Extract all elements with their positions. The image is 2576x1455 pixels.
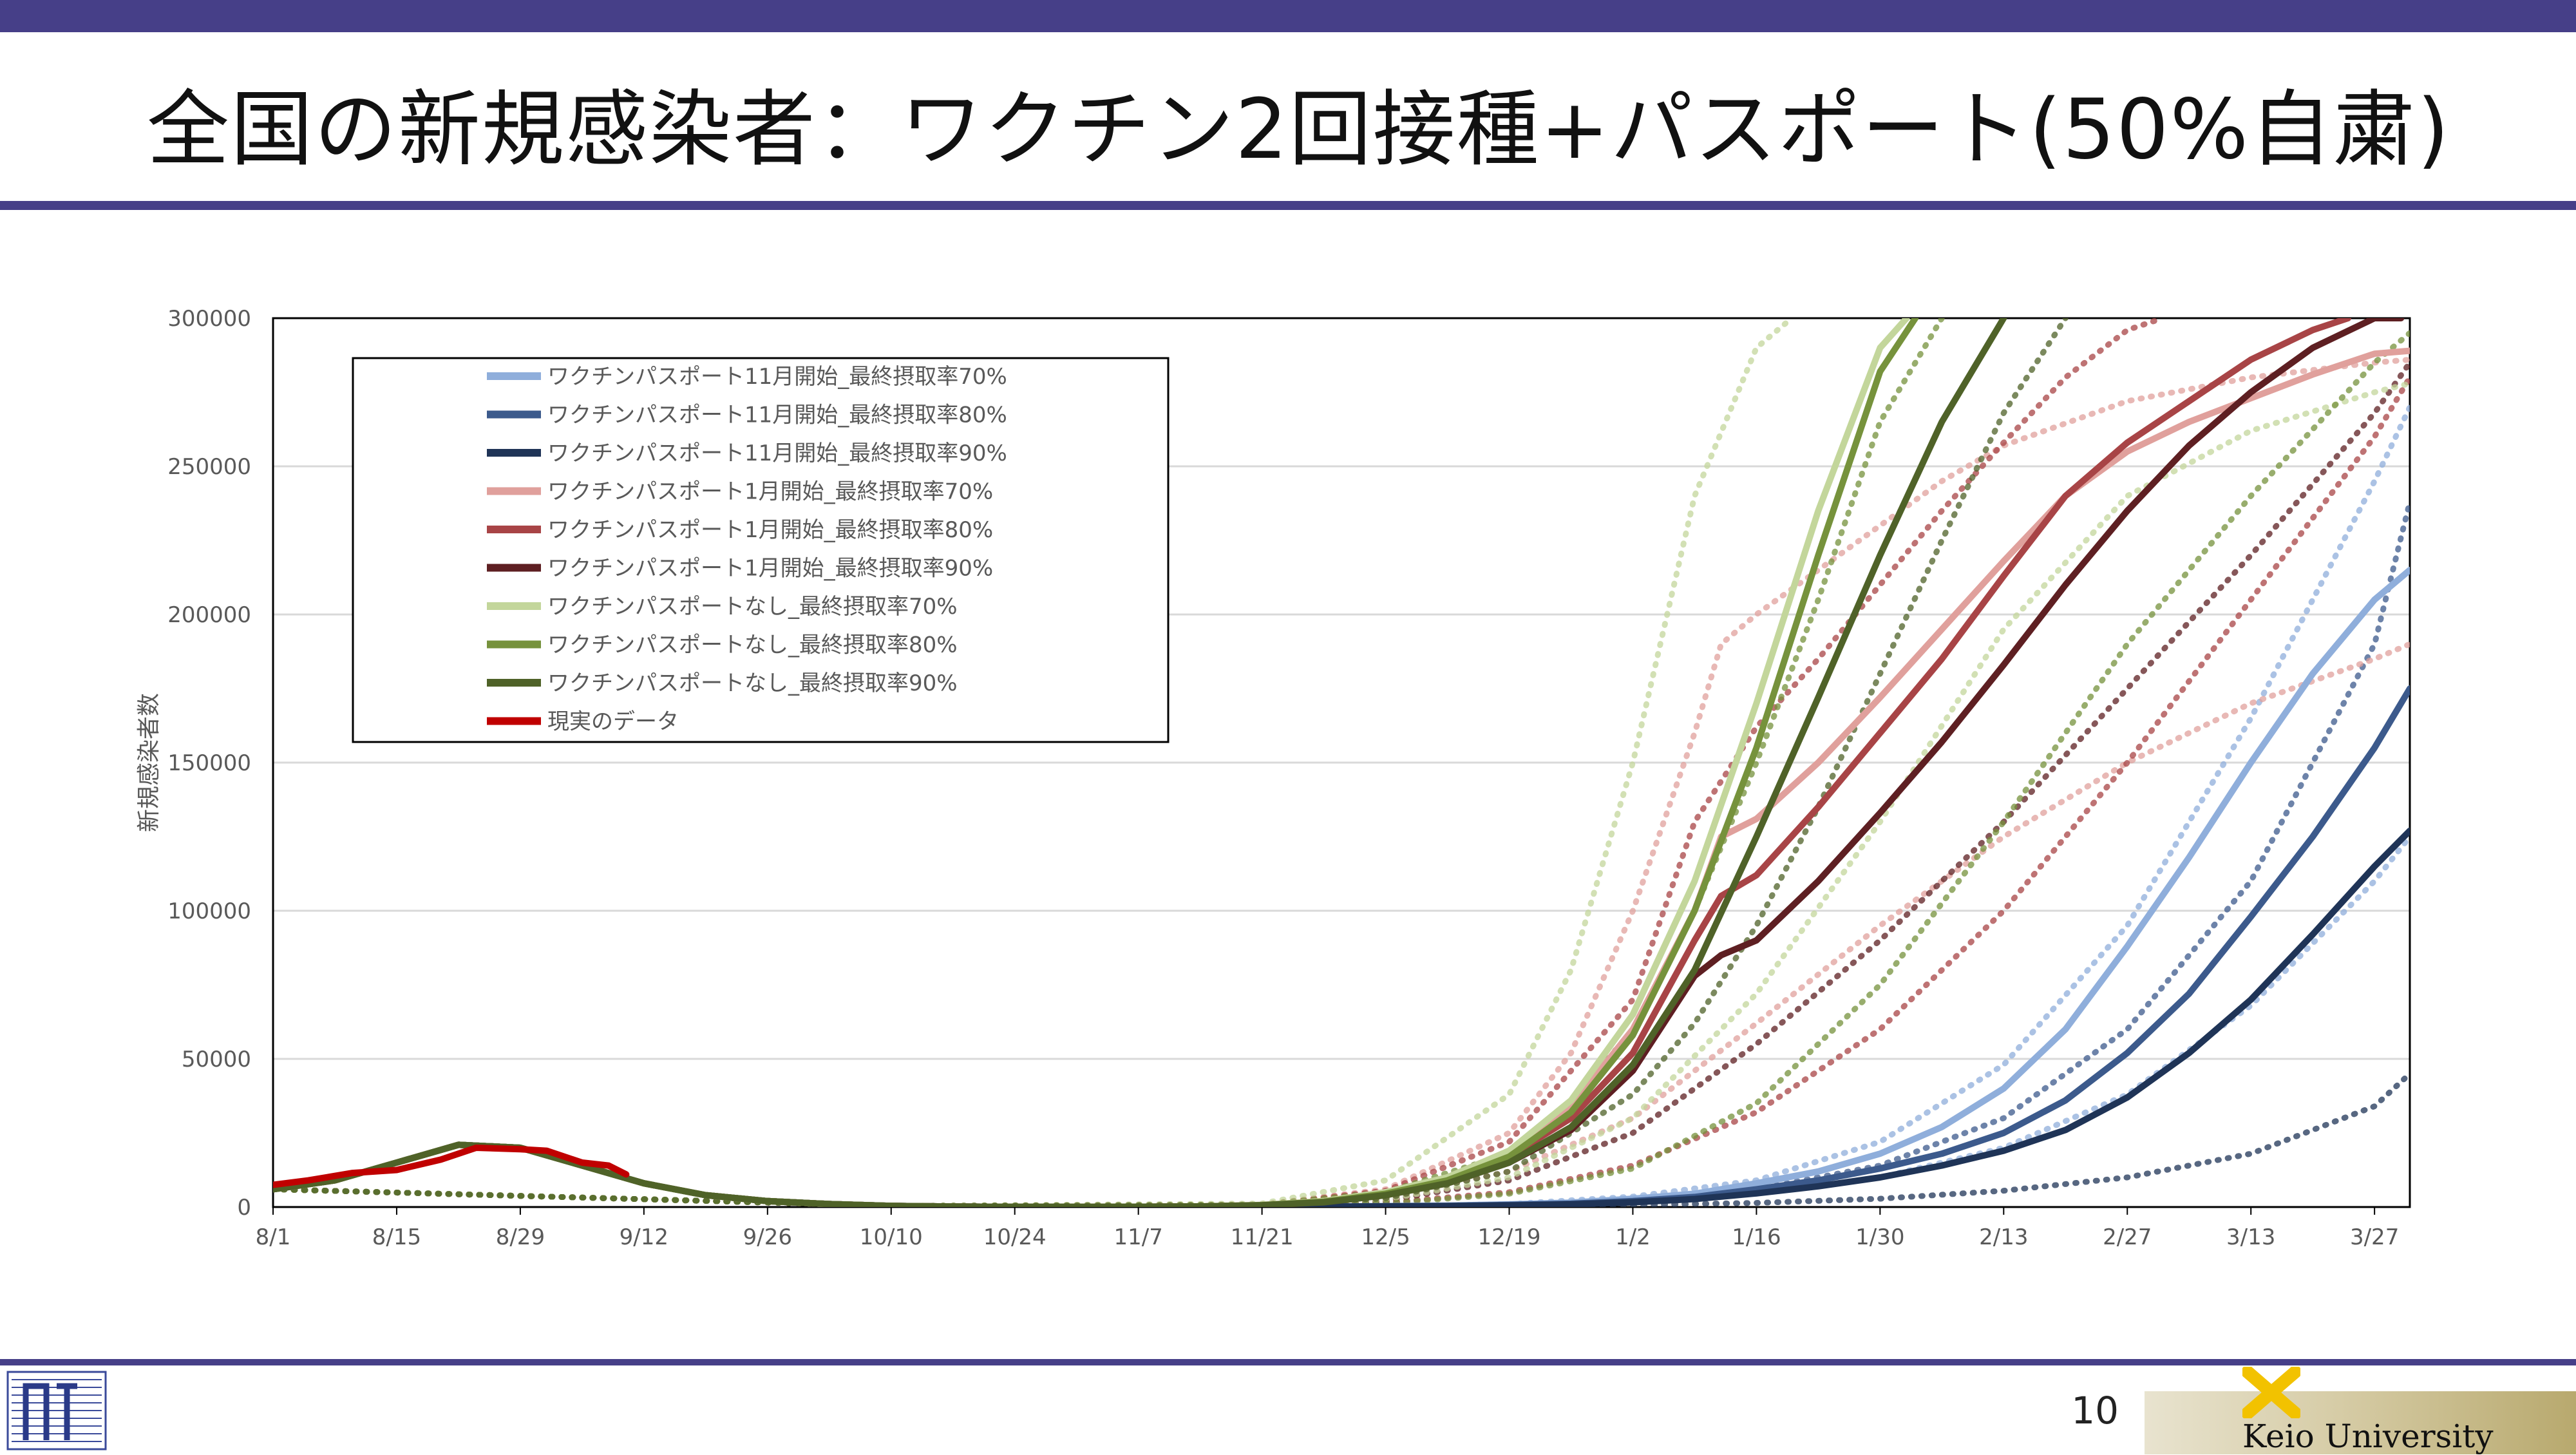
x-tick-label: 9/12 <box>620 1224 668 1250</box>
y-axis-ticks: 0 50000 100000 150000 200000 250000 300000 <box>167 306 251 1221</box>
x-tick-label: 1/30 <box>1855 1224 1904 1250</box>
y-tick-label: 250000 <box>167 454 251 480</box>
legend-label: ワクチンパスポート11月開始_最終摂取率70% <box>547 364 1007 390</box>
slide-title: 全国の新規感染者：ワクチン2回接種+パスポート(50%自粛) <box>147 82 2451 178</box>
x-tick-label: 10/10 <box>860 1224 923 1250</box>
legend-label: ワクチンパスポートなし_最終摂取率90% <box>547 670 958 696</box>
title-divider <box>0 201 2576 210</box>
legend-label: 現実のデータ <box>547 709 679 735</box>
x-tick-label: 8/15 <box>372 1224 421 1250</box>
legend-box <box>352 357 1170 743</box>
y-tick-label: 300000 <box>167 306 251 332</box>
series-line <box>273 827 2410 1207</box>
y-tick-label: 200000 <box>167 602 251 628</box>
x-tick-label: 12/5 <box>1361 1224 1410 1250</box>
series-line <box>273 685 2410 1207</box>
series-line <box>273 1145 630 1188</box>
dotted-series-line <box>273 833 2410 1207</box>
legend-label: ワクチンパスポート11月開始_最終摂取率80% <box>547 403 1007 428</box>
y-tick-label: 150000 <box>167 750 251 776</box>
keio-university-logo: Keio University <box>2145 1367 2576 1455</box>
footer-divider <box>0 1359 2576 1365</box>
x-tick-label: 2/27 <box>2103 1224 2152 1250</box>
y-tick-label: 50000 <box>182 1047 251 1072</box>
y-axis-label: 新規感染者数 <box>136 693 162 832</box>
legend-label: ワクチンパスポート1月開始_最終摂取率80% <box>547 517 993 543</box>
x-tick-label: 3/13 <box>2226 1224 2275 1250</box>
legend-label: ワクチンパスポート1月開始_最終摂取率70% <box>547 479 993 505</box>
legend-label: ワクチンパスポート11月開始_最終摂取率90% <box>547 441 1007 466</box>
x-tick-label: 11/7 <box>1113 1224 1162 1250</box>
legend-label: ワクチンパスポートなし_最終摂取率80% <box>547 632 958 658</box>
keio-logo-text: Keio University <box>2242 1418 2494 1455</box>
x-tick-label: 1/2 <box>1615 1224 1651 1250</box>
page-number: 10 <box>2071 1389 2119 1432</box>
x-tick-label: 12/19 <box>1478 1224 1541 1250</box>
chart-legend: ワクチンパスポート11月開始_最終摂取率70% ワクチンパスポート11月開始_最終… <box>352 357 1170 743</box>
legend-label: ワクチンパスポートなし_最終摂取率70% <box>547 594 958 620</box>
series-line <box>273 318 2007 1207</box>
x-tick-label: 8/1 <box>256 1224 291 1250</box>
x-tick-label: 1/16 <box>1732 1224 1781 1250</box>
x-tick-label: 10/24 <box>983 1224 1046 1250</box>
legend-label: ワクチンパスポート1月開始_最終摂取率90% <box>547 556 993 582</box>
x-tick-label: 11/21 <box>1231 1224 1294 1250</box>
y-tick-label: 0 <box>237 1195 251 1221</box>
keio-pen-icon <box>2242 1367 2300 1418</box>
x-axis-ticks: 8/1 8/15 8/29 9/12 9/26 10/10 10/24 11/7 11/21 12… <box>256 1207 2399 1250</box>
series-lines <box>273 318 2410 1207</box>
x-tick-label: 3/27 <box>2350 1224 2399 1250</box>
y-tick-label: 100000 <box>167 899 251 924</box>
x-tick-label: 8/29 <box>496 1224 545 1250</box>
lab-logo <box>6 1371 107 1453</box>
x-tick-label: 2/13 <box>1979 1224 2028 1250</box>
top-accent-bar <box>0 0 2576 32</box>
x-tick-label: 9/26 <box>743 1224 792 1250</box>
